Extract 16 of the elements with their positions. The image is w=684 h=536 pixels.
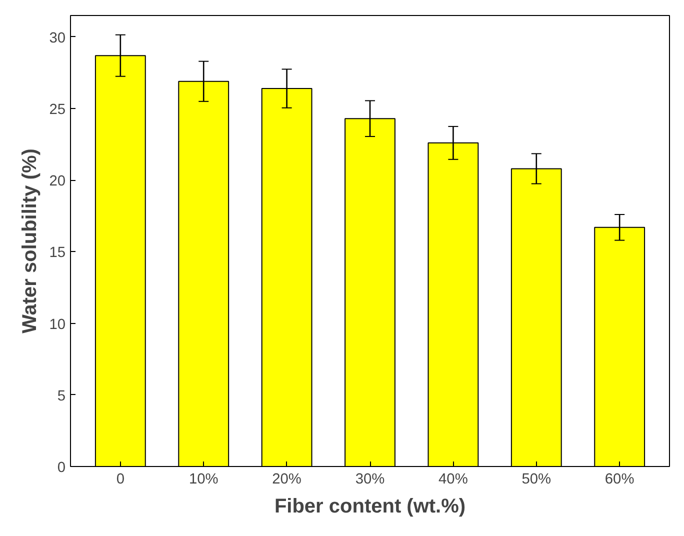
x-tick-label: 10%: [188, 472, 218, 488]
y-tick-label: 25: [49, 102, 66, 118]
x-tick-label: 60%: [604, 472, 634, 488]
x-tick-label: 50%: [522, 472, 552, 488]
x-tick-label: 20%: [272, 472, 302, 488]
y-tick-label: 30: [49, 30, 66, 46]
y-tick-label: 5: [57, 388, 66, 404]
x-tick-label: 30%: [355, 472, 385, 488]
x-tick-label: 40%: [438, 472, 468, 488]
x-tick-label: 0: [116, 472, 124, 488]
y-tick-label: 10: [49, 316, 66, 333]
y-tick-label: 15: [49, 245, 66, 262]
y-tick-label: 0: [57, 460, 66, 476]
y-axis-title: Water solubility (%): [19, 148, 42, 334]
x-axis-title: Fiber content (wt.%): [274, 496, 466, 518]
y-tick-label: 20: [49, 174, 66, 190]
